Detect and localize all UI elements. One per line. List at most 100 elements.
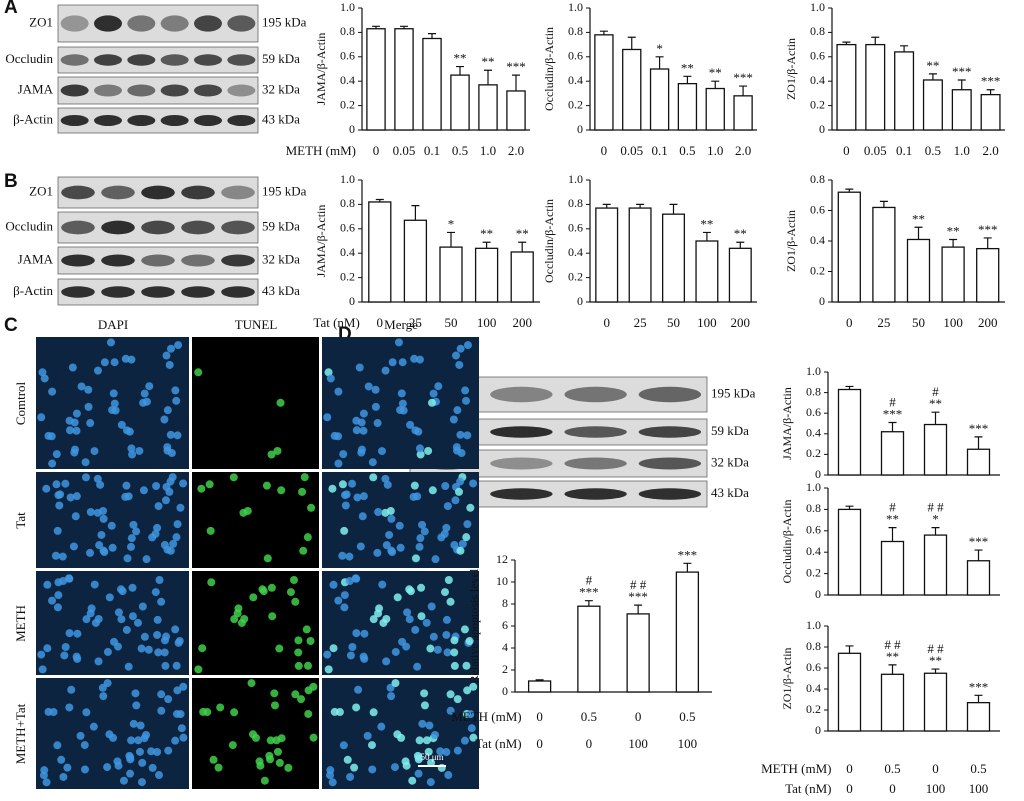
error-bar (602, 203, 611, 209)
blot-band (638, 488, 702, 500)
cell (37, 650, 46, 659)
cell (151, 588, 160, 597)
error-bar (983, 237, 992, 249)
cell (434, 382, 443, 391)
cell (461, 386, 470, 395)
cell (127, 444, 136, 453)
y-tick-label: 0 (349, 294, 355, 308)
cell (216, 703, 225, 712)
cell (136, 721, 145, 730)
cell (422, 736, 431, 745)
bar (941, 246, 965, 303)
protein-label: JAMA (18, 81, 54, 96)
cell (82, 708, 91, 717)
bar (394, 28, 414, 131)
kda-label: 195 kDa (262, 183, 307, 198)
significance-label: # (586, 573, 593, 588)
error-bar (888, 664, 897, 675)
significance-label: ** (912, 211, 925, 226)
blot-band (60, 84, 89, 97)
significance-label: *** (678, 547, 698, 562)
cell (73, 629, 82, 638)
cell (249, 593, 258, 602)
cell (48, 596, 57, 605)
cell (230, 615, 239, 624)
x-tick-label: 2.0 (982, 143, 998, 158)
x-row-value: 0.5 (884, 761, 900, 776)
cell (369, 615, 378, 624)
cell (273, 446, 282, 455)
cell (348, 643, 357, 652)
cell (103, 647, 112, 656)
cell (109, 389, 118, 398)
cell (209, 755, 218, 764)
cell (42, 484, 51, 493)
cell (81, 458, 90, 467)
cell (413, 662, 422, 671)
cell (95, 541, 104, 550)
micrograph (192, 337, 319, 469)
blot-band (638, 386, 702, 403)
cell (424, 747, 433, 756)
y-tick-label: 0.2 (340, 269, 355, 283)
cell (340, 491, 349, 500)
error-bar (888, 526, 897, 542)
x-row-label: METH (mM) (761, 761, 831, 776)
cell (411, 554, 420, 563)
cell (113, 642, 122, 651)
cell (160, 540, 169, 549)
y-axis-label: Relative apoptosis level (467, 568, 481, 683)
x-row-value: 0 (846, 761, 853, 776)
x-row-label: METH (mM) (451, 709, 521, 724)
y-tick-label: 1.0 (806, 618, 821, 632)
cell (157, 690, 166, 699)
cell (99, 506, 108, 515)
blot-band (60, 15, 89, 32)
cell (273, 747, 282, 756)
cell (393, 730, 402, 739)
blot-band (181, 185, 215, 200)
cell (357, 445, 366, 454)
cell (323, 413, 332, 422)
cell (368, 765, 377, 774)
cell (270, 689, 279, 698)
y-tick-label: 0.8 (810, 24, 825, 38)
error-bar (888, 421, 897, 432)
cell (378, 580, 387, 589)
x-tick-label: 0.05 (620, 143, 643, 158)
cell (450, 636, 459, 645)
cell (162, 351, 171, 360)
y-tick-label: 0.8 (568, 24, 583, 38)
cell (63, 763, 72, 772)
cell (353, 493, 362, 502)
bar (923, 672, 948, 732)
cell (256, 761, 265, 770)
y-tick-label: 2 (502, 662, 508, 676)
bar (923, 534, 948, 596)
cell (356, 542, 365, 551)
cell (340, 526, 349, 535)
y-tick-label: 0 (819, 122, 825, 136)
cell (450, 661, 459, 670)
cell (377, 447, 386, 456)
bar (880, 431, 905, 476)
cell (466, 503, 475, 512)
cell (155, 576, 164, 585)
cell (171, 736, 180, 745)
y-tick-label: 0.6 (568, 49, 583, 63)
significance-label: ** (681, 60, 694, 75)
x-tick-label: 0 (373, 143, 380, 158)
cell (160, 415, 169, 424)
cell (418, 520, 427, 529)
cell (145, 382, 154, 391)
y-tick-label: 0.4 (806, 681, 821, 695)
y-tick-label: 1.0 (340, 172, 355, 186)
cell (72, 426, 81, 435)
blot-strip (57, 76, 259, 105)
cell (326, 374, 335, 383)
x-tick-label: 1.0 (954, 143, 970, 158)
blot-band (94, 54, 122, 66)
kda-label: 32 kDa (262, 251, 300, 266)
cell (452, 351, 461, 360)
cell (388, 547, 397, 556)
